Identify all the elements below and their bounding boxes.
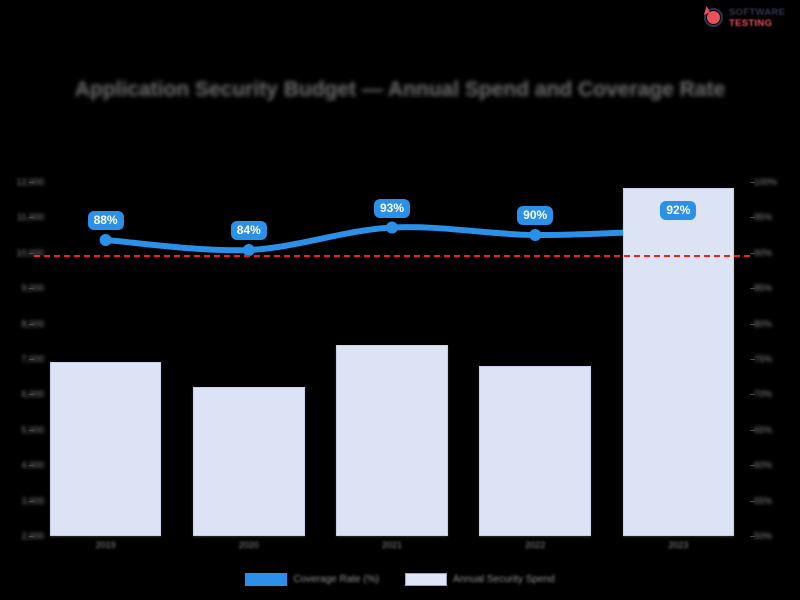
y-tickmark-left-10 bbox=[29, 536, 34, 537]
y-tick-right-8: 60% bbox=[754, 460, 773, 471]
y-tickmark-right-6 bbox=[750, 394, 755, 396]
y-tickmark-left-4 bbox=[29, 323, 34, 325]
y-tick-right-9: 55% bbox=[754, 495, 773, 506]
bar-2020[interactable] bbox=[192, 386, 305, 536]
y-tickmark-left-6 bbox=[29, 394, 34, 396]
y-tick-right-6: 70% bbox=[754, 389, 773, 400]
chart-legend: Coverage Rate (%) Annual Security Spend bbox=[0, 573, 800, 586]
logo-ring-icon bbox=[704, 8, 723, 27]
data-label-2020: 84% bbox=[230, 221, 267, 240]
bar-2019[interactable] bbox=[49, 362, 162, 536]
y-tickmark-right-10 bbox=[750, 536, 755, 537]
data-label-2023: 92% bbox=[660, 201, 697, 220]
y-tick-right-0: 100% bbox=[754, 177, 778, 187]
y-tickmark-left-9 bbox=[29, 500, 34, 502]
y-tickmark-right-0 bbox=[750, 182, 755, 183]
x-tick-2019: 2019 bbox=[95, 540, 116, 550]
threshold-reference-line bbox=[34, 254, 750, 257]
logo-wordmark-line1: SOFTWARE bbox=[729, 7, 786, 18]
y-tickmark-left-2 bbox=[29, 252, 34, 254]
y-tickmark-left-0 bbox=[29, 182, 34, 183]
plot-area: 88% 84% 93% 90% 92% bbox=[34, 182, 750, 536]
y-tickmark-left-3 bbox=[29, 288, 34, 290]
logo-mark-icon bbox=[702, 6, 726, 30]
y-tick-right-4: 80% bbox=[754, 318, 773, 329]
line-marker-2021[interactable] bbox=[386, 221, 398, 234]
y-tick-right-7: 65% bbox=[754, 424, 773, 435]
y-tickmark-left-1 bbox=[29, 217, 34, 219]
logo-wordmark-line2: TESTING bbox=[729, 17, 773, 29]
x-tick-2022: 2022 bbox=[525, 540, 546, 550]
legend-swatch-line-icon bbox=[245, 573, 288, 586]
logo-blob-icon bbox=[707, 11, 720, 24]
x-tick-2021: 2021 bbox=[381, 540, 403, 550]
y-tickmark-left-5 bbox=[29, 359, 34, 360]
line-marker-2019[interactable] bbox=[99, 234, 112, 246]
line-marker-2022[interactable] bbox=[529, 229, 542, 241]
y-tickmark-left-8 bbox=[29, 465, 34, 467]
y-tickmark-right-8 bbox=[750, 465, 755, 467]
legend-swatch-bar-icon bbox=[404, 573, 447, 586]
chart-title: Application Security Budget — Annual Spe… bbox=[74, 78, 726, 101]
y-tick-right-5: 75% bbox=[754, 354, 773, 364]
bar-2021[interactable] bbox=[336, 344, 448, 536]
brand-logo: SOFTWARE TESTING bbox=[702, 4, 794, 32]
y-tickmark-right-7 bbox=[750, 429, 755, 431]
y-tickmark-right-4 bbox=[750, 323, 755, 325]
data-label-2019: 88% bbox=[87, 211, 124, 230]
line-marker-2020[interactable] bbox=[242, 244, 255, 256]
data-label-2021: 93% bbox=[373, 198, 411, 218]
logo-spark-icon bbox=[703, 6, 710, 15]
y-tickmark-right-5 bbox=[750, 359, 755, 360]
y-tick-right-10: 50% bbox=[754, 531, 773, 541]
x-tick-2020: 2020 bbox=[238, 540, 259, 550]
data-label-2022: 90% bbox=[517, 206, 554, 225]
x-tick-2023: 2023 bbox=[668, 540, 689, 550]
y-tick-right-3: 85% bbox=[754, 283, 773, 294]
bar-2022[interactable] bbox=[479, 365, 592, 536]
y-tickmark-left-7 bbox=[29, 429, 34, 431]
legend-item-bar-series[interactable]: Annual Security Spend bbox=[404, 573, 555, 586]
y-tick-right-1: 95% bbox=[754, 212, 773, 223]
legend-label-line-series: Coverage Rate (%) bbox=[293, 574, 379, 585]
y-tick-right-2: 90% bbox=[754, 247, 773, 258]
legend-item-line-series[interactable]: Coverage Rate (%) bbox=[245, 573, 379, 586]
bar-2023[interactable] bbox=[622, 188, 735, 536]
y-tickmark-right-1 bbox=[750, 217, 755, 219]
y-tickmark-right-2 bbox=[750, 252, 755, 254]
legend-label-bar-series: Annual Security Spend bbox=[452, 574, 555, 585]
y-tickmark-right-9 bbox=[750, 500, 755, 502]
y-tickmark-right-3 bbox=[750, 288, 755, 290]
logo-wordmark: SOFTWARE TESTING bbox=[729, 8, 785, 28]
